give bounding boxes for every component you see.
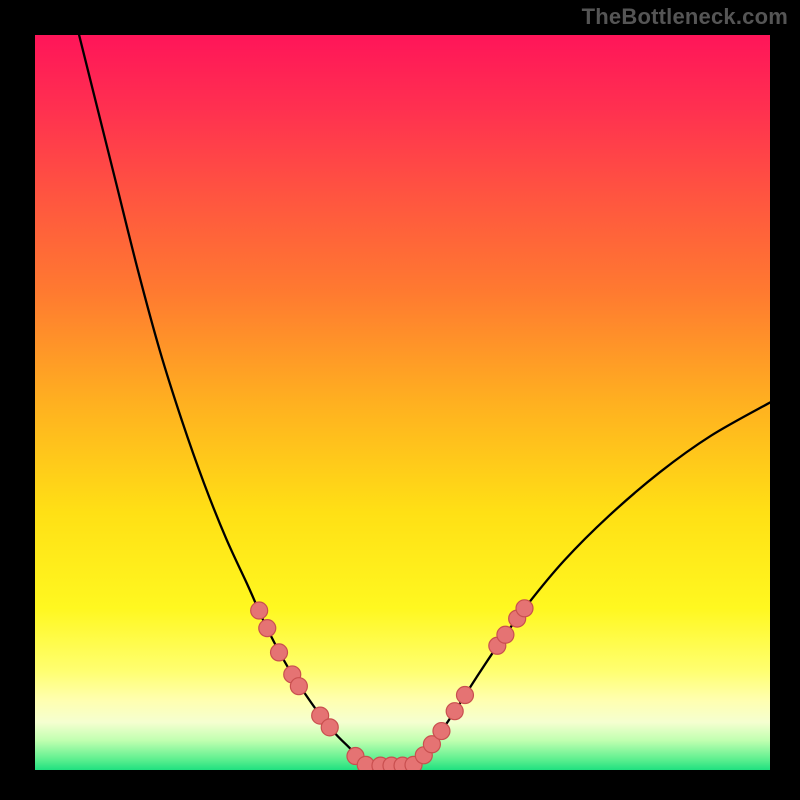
curve-marker [456, 687, 473, 704]
curve-marker [446, 703, 463, 720]
watermark-text: TheBottleneck.com [582, 4, 788, 30]
curve-marker [516, 600, 533, 617]
curve-marker [290, 678, 307, 695]
heatmap-background [35, 35, 770, 770]
curve-marker [271, 644, 288, 661]
curve-marker [433, 723, 450, 740]
plot-area [35, 35, 770, 770]
curve-marker [251, 602, 268, 619]
curve-marker [321, 719, 338, 736]
chart-frame: TheBottleneck.com [0, 0, 800, 800]
curve-marker [259, 620, 276, 637]
curve-marker [497, 626, 514, 643]
